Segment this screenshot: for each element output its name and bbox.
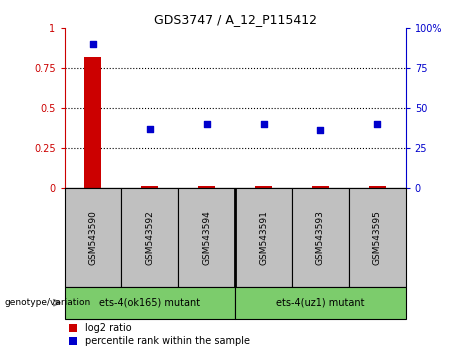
Bar xyxy=(84,57,101,188)
Point xyxy=(89,41,97,47)
Text: GSM543595: GSM543595 xyxy=(373,210,382,265)
Bar xyxy=(198,186,215,188)
Bar xyxy=(65,287,235,319)
Bar xyxy=(121,188,178,287)
Legend: log2 ratio, percentile rank within the sample: log2 ratio, percentile rank within the s… xyxy=(70,324,250,346)
Bar xyxy=(349,188,406,287)
Point xyxy=(373,121,381,127)
Title: GDS3747 / A_12_P115412: GDS3747 / A_12_P115412 xyxy=(154,13,317,26)
Bar xyxy=(255,186,272,188)
Point xyxy=(317,127,324,133)
Text: GSM543592: GSM543592 xyxy=(145,210,154,264)
Bar xyxy=(369,186,386,188)
Bar xyxy=(178,188,235,287)
Bar xyxy=(142,186,159,188)
Point xyxy=(260,121,267,127)
Text: GSM543591: GSM543591 xyxy=(259,210,268,265)
Text: GSM543590: GSM543590 xyxy=(89,210,97,265)
Text: ets-4(ok165) mutant: ets-4(ok165) mutant xyxy=(99,298,201,308)
Bar xyxy=(235,188,292,287)
Text: ets-4(uz1) mutant: ets-4(uz1) mutant xyxy=(276,298,365,308)
Point xyxy=(146,126,154,132)
Bar xyxy=(292,188,349,287)
Bar xyxy=(65,188,121,287)
Bar xyxy=(312,186,329,188)
Text: GSM543594: GSM543594 xyxy=(202,210,211,264)
Text: GSM543593: GSM543593 xyxy=(316,210,325,265)
Point xyxy=(203,121,210,127)
Text: genotype/variation: genotype/variation xyxy=(5,298,91,307)
Bar xyxy=(235,287,406,319)
